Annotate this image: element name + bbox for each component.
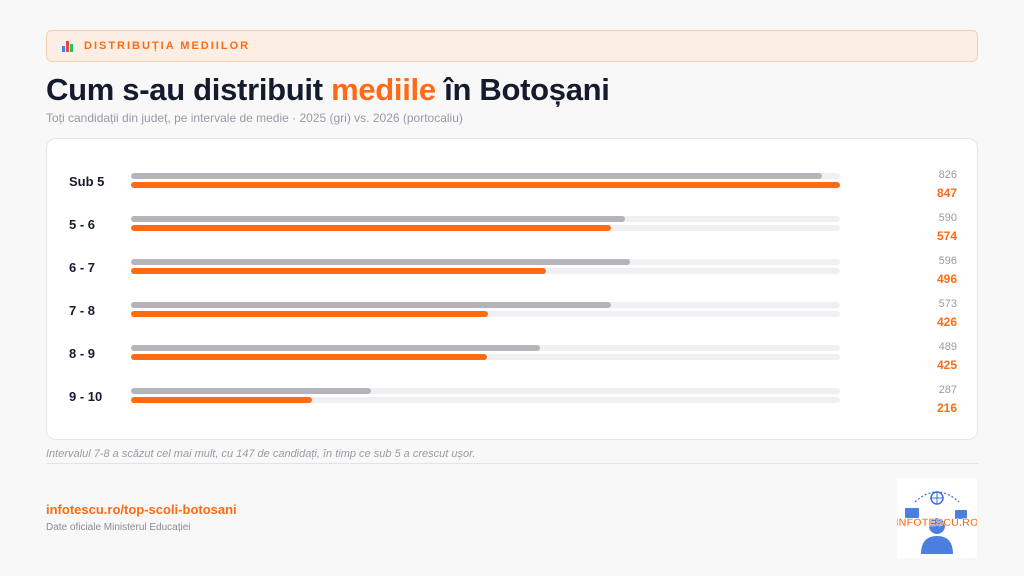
source-link[interactable]: infotescu.ro/top-scoli-botosani xyxy=(46,502,237,517)
value-label-2025: 287 xyxy=(938,384,957,396)
infotescu-logo-icon: INFOTESCU.RO xyxy=(895,491,979,554)
bar-track xyxy=(131,268,840,274)
value-label-2026: 216 xyxy=(936,401,957,415)
chart-row: 9 - 10 287 216 xyxy=(47,384,977,424)
bar-track xyxy=(131,173,840,179)
value-label-2026: 425 xyxy=(936,358,957,372)
value-label-2026: 574 xyxy=(936,229,957,243)
bar-2026 xyxy=(131,354,487,360)
category-label: Sub 5 xyxy=(69,173,105,189)
category-label: 8 - 9 xyxy=(69,345,96,361)
page-subtitle: Toți candidații din județ, pe intervale … xyxy=(46,111,463,125)
bar-2025 xyxy=(131,173,823,179)
chart-row: 6 - 7 596 496 xyxy=(47,255,977,295)
chart-card: Sub 5 826 847 5 - 6 590 574 6 - 7 596 496 7 - 8 57… xyxy=(46,138,978,440)
bar-track xyxy=(131,302,840,308)
chart-row: 5 - 6 590 574 xyxy=(47,212,977,252)
bar-2026 xyxy=(131,268,547,274)
bar-track xyxy=(131,216,840,222)
infotescu-logo[interactable]: INFOTESCU.RO xyxy=(895,478,979,558)
bar-track xyxy=(131,225,840,231)
chart-note: Intervalul 7-8 a scăzut cel mai mult, cu… xyxy=(46,448,476,460)
bar-track xyxy=(131,397,840,403)
divider xyxy=(46,463,978,464)
title-part-2: în Botoșani xyxy=(435,72,610,107)
value-label-2026: 496 xyxy=(936,272,957,286)
bar-track xyxy=(131,311,840,317)
value-label-2025: 590 xyxy=(938,212,957,224)
chart-row: Sub 5 826 847 xyxy=(47,169,977,209)
value-label-2025: 826 xyxy=(938,169,957,181)
bar-2026 xyxy=(131,225,612,231)
value-label-2025: 596 xyxy=(938,255,957,267)
bar-2025 xyxy=(131,302,611,308)
bar-2026 xyxy=(131,311,488,317)
category-label: 9 - 10 xyxy=(69,388,103,404)
bar-track xyxy=(131,388,840,394)
bar-chart-icon xyxy=(62,40,76,52)
value-label-2025: 573 xyxy=(938,298,957,310)
section-tag-label: DISTRIBUȚIA MEDIILOR xyxy=(84,40,251,52)
title-part-1: Cum s-au distribuit xyxy=(46,72,332,107)
bar-2026 xyxy=(131,397,312,403)
bar-track xyxy=(131,182,840,188)
logo-text: INFOTESCU.RO xyxy=(897,517,977,529)
section-tag: DISTRIBUȚIA MEDIILOR xyxy=(46,30,978,62)
bar-2025 xyxy=(131,259,630,265)
category-label: 7 - 8 xyxy=(69,302,96,318)
chart-row: 8 - 9 489 425 xyxy=(47,341,977,381)
value-label-2026: 847 xyxy=(936,186,957,200)
source-note: Date oficiale Ministerul Educației xyxy=(46,522,191,533)
chart-row: 7 - 8 573 426 xyxy=(47,298,977,338)
page-title: Cum s-au distribuit mediile în Botoșani xyxy=(46,72,610,108)
bar-2025 xyxy=(131,345,541,351)
bar-track xyxy=(131,345,840,351)
bar-track xyxy=(131,354,840,360)
category-label: 6 - 7 xyxy=(69,259,96,275)
title-accent: mediile xyxy=(331,72,436,107)
value-label-2026: 426 xyxy=(936,315,957,329)
value-label-2025: 489 xyxy=(938,341,957,353)
bar-track xyxy=(131,259,840,265)
bar-2025 xyxy=(131,388,372,394)
category-label: 5 - 6 xyxy=(69,216,96,232)
bar-2025 xyxy=(131,216,625,222)
bar-2026 xyxy=(131,182,840,188)
